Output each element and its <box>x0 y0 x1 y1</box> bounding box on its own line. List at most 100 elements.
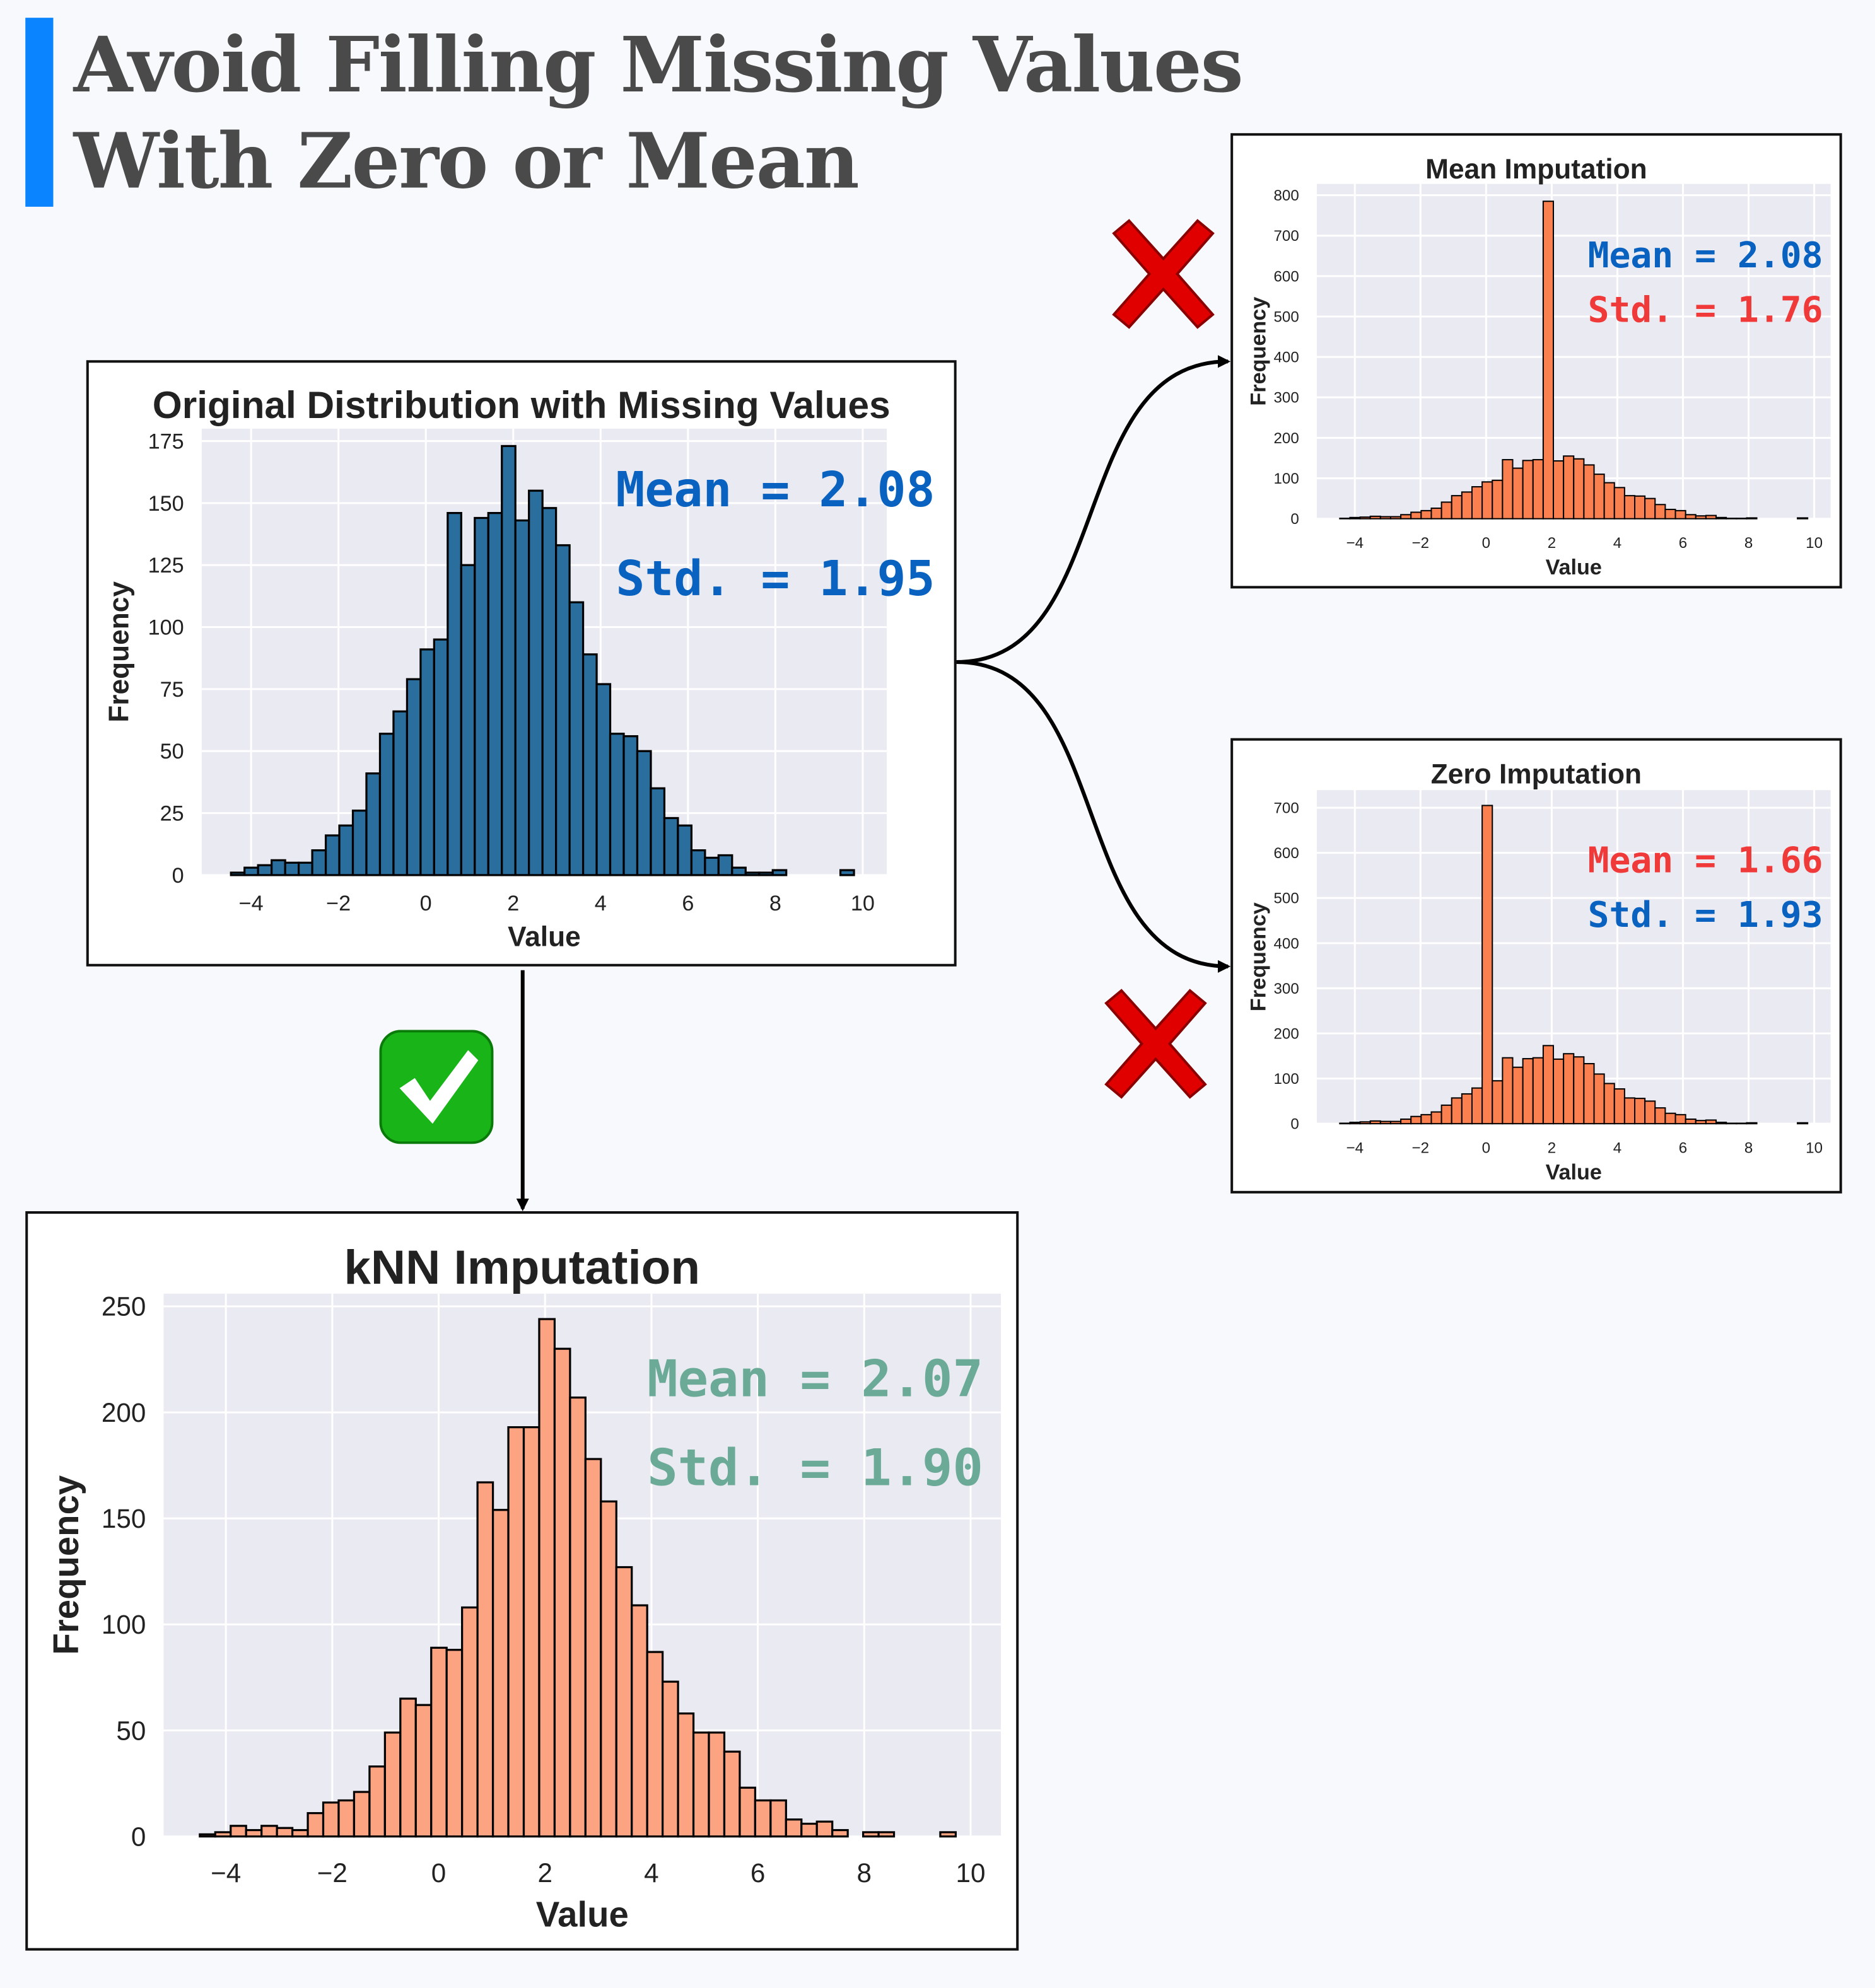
mean-annotation: Mean = 2.07 <box>647 1349 983 1409</box>
chart-title: Zero Imputation <box>1431 759 1642 790</box>
mean-histogram: −4 −2 0 2 4 6 8 100100200300400500600700800Mean… <box>1246 154 1831 579</box>
mean-imputation-panel: −4 −2 0 2 4 6 8 10 0 100 200 300 400 500 600 700 800 Mean… <box>1230 133 1842 589</box>
x-tick-label: 0 <box>1482 535 1490 552</box>
x-tick-label: 2 <box>537 1858 552 1888</box>
y-tick-label: 100 <box>1274 470 1299 487</box>
std-annotation: Std. = 1.95 <box>616 551 935 607</box>
page-title: Avoid Filling Missing Values With Zero o… <box>73 18 1244 211</box>
y-tick-label: 0 <box>172 864 184 888</box>
x-tick-label: −4 <box>1346 1139 1364 1156</box>
histogram-bar <box>1746 1122 1758 1125</box>
std-annotation: Std. = 1.76 <box>1588 290 1823 331</box>
x-tick-label: 6 <box>1679 1139 1687 1156</box>
x-tick-label: 0 <box>1482 1139 1490 1156</box>
histogram-bar <box>877 1831 896 1838</box>
x-tick-label: 6 <box>682 892 694 916</box>
histogram-bar <box>522 1426 540 1838</box>
x-axis-label: Value <box>1546 1161 1602 1185</box>
x-tick-label: −4 <box>239 892 264 916</box>
histogram-bar <box>769 1799 787 1838</box>
histogram-bar <box>839 869 855 876</box>
x-tick-label: 2 <box>1548 535 1556 552</box>
histogram-bar <box>584 1458 602 1838</box>
y-tick-label: 200 <box>1274 1025 1299 1042</box>
x-tick-label: −4 <box>211 1858 241 1888</box>
histogram-bar <box>771 869 788 876</box>
y-tick-label: 0 <box>1290 511 1299 528</box>
x-tick-label: 10 <box>1806 1139 1823 1156</box>
x-tick-label: 4 <box>1613 1139 1621 1156</box>
histogram-bar <box>353 1791 371 1838</box>
y-tick-label: 125 <box>148 554 184 578</box>
y-axis-label: Frequency <box>104 581 135 723</box>
histogram-bar <box>731 866 747 876</box>
x-tick-label: 8 <box>769 892 781 916</box>
histogram-bar <box>631 1604 648 1838</box>
y-tick-label: 800 <box>1274 187 1299 204</box>
x-tick-label: 8 <box>857 1858 872 1888</box>
y-tick-label: 700 <box>1274 228 1299 245</box>
x-tick-label: 6 <box>751 1858 766 1888</box>
mean-annotation: Mean = 1.66 <box>1588 840 1823 881</box>
y-axis-label: Frequency <box>46 1475 86 1654</box>
histogram-bar <box>1481 805 1493 1125</box>
title-line-1: Avoid Filling Missing Values <box>73 21 1244 111</box>
x-tick-label: 2 <box>1548 1139 1556 1156</box>
x-tick-label: −2 <box>326 892 351 916</box>
y-tick-label: 25 <box>160 802 184 826</box>
std-annotation: Std. = 1.90 <box>647 1438 983 1497</box>
title-line-2: With Zero or Mean <box>73 118 860 207</box>
y-tick-label: 150 <box>102 1504 146 1533</box>
y-tick-label: 200 <box>102 1398 146 1427</box>
y-tick-label: 600 <box>1274 268 1299 285</box>
histogram-bar <box>831 1828 849 1838</box>
mean-annotation: Mean = 2.08 <box>1588 235 1823 276</box>
y-tick-label: 600 <box>1274 845 1299 862</box>
y-axis-label: Frequency <box>1246 902 1270 1011</box>
x-tick-label: −2 <box>1412 1139 1430 1156</box>
y-tick-label: 150 <box>148 492 184 516</box>
y-tick-label: 50 <box>160 740 184 764</box>
y-tick-label: 0 <box>131 1822 146 1851</box>
green-check-icon <box>379 1030 494 1144</box>
x-tick-label: 4 <box>595 892 607 916</box>
x-tick-label: 4 <box>1613 535 1621 552</box>
y-tick-label: 250 <box>102 1292 146 1322</box>
x-tick-label: 10 <box>851 892 875 916</box>
x-tick-label: 2 <box>507 892 519 916</box>
x-tick-label: 0 <box>420 892 432 916</box>
y-tick-label: 400 <box>1274 349 1299 366</box>
y-tick-label: 300 <box>1274 980 1299 997</box>
histogram-bar <box>430 1646 448 1838</box>
y-tick-label: 100 <box>1274 1071 1299 1088</box>
red-cross-icon <box>1104 989 1207 1099</box>
arrow-to-mean-imputation <box>956 355 1231 665</box>
knn-imputation-panel: −4 −2 0 2 4 6 8 10 0 50 100 150 200 250 kNN Imputation… <box>25 1211 1019 1951</box>
histogram-bar <box>322 1801 340 1838</box>
title-accent-bar <box>25 18 54 207</box>
x-tick-label: 10 <box>1806 535 1823 552</box>
histogram-bar <box>815 1820 834 1838</box>
y-tick-label: 500 <box>1274 308 1299 325</box>
arrow-to-zero-imputation <box>956 660 1231 973</box>
x-tick-label: −2 <box>317 1858 348 1888</box>
histogram-bar <box>414 1704 433 1838</box>
histogram-bar <box>1797 1122 1809 1125</box>
histogram-bar <box>646 1651 664 1838</box>
histogram-bar <box>461 1606 479 1838</box>
histogram-bar <box>785 1818 803 1838</box>
y-tick-label: 100 <box>102 1610 146 1639</box>
y-tick-label: 500 <box>1274 890 1299 907</box>
y-tick-label: 100 <box>148 616 184 640</box>
histogram-bar <box>939 1831 957 1838</box>
histogram-bar <box>717 854 733 876</box>
x-axis-label: Value <box>536 1894 629 1934</box>
y-tick-label: 50 <box>116 1716 146 1745</box>
histogram-bar <box>677 1712 695 1838</box>
original-distribution-panel: −4 −2 0 2 4 6 8 10 0 25 50 75 100 125 150 175 Original D… <box>86 360 957 967</box>
chart-title: kNN Imputation <box>344 1241 700 1294</box>
y-tick-label: 175 <box>148 430 184 454</box>
y-tick-label: 300 <box>1274 390 1299 407</box>
